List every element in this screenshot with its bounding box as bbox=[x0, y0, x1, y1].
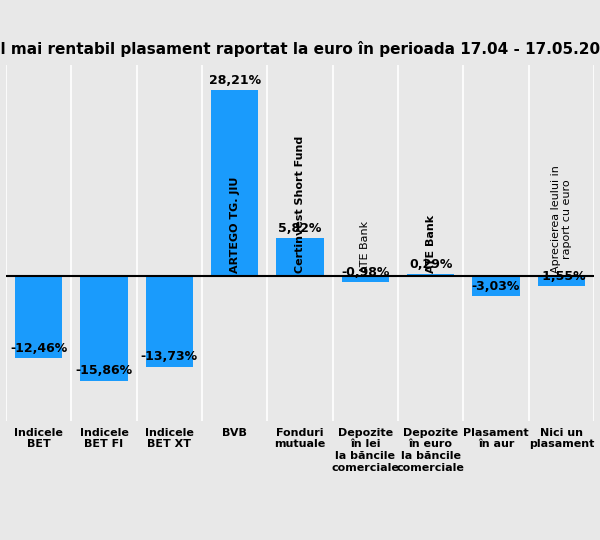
Text: -13,73%: -13,73% bbox=[141, 350, 198, 363]
Text: Depozite
în lei
la băncile
comerciale: Depozite în lei la băncile comerciale bbox=[331, 428, 399, 472]
Text: -3,03%: -3,03% bbox=[472, 280, 520, 293]
Text: ATE Bank: ATE Bank bbox=[361, 220, 370, 273]
Text: BVB: BVB bbox=[222, 428, 247, 438]
Text: 0,29%: 0,29% bbox=[409, 259, 452, 272]
Text: Plasament
în aur: Plasament în aur bbox=[463, 428, 529, 449]
Text: Aprecierea leului in
raport cu euro: Aprecierea leului in raport cu euro bbox=[551, 165, 572, 273]
Text: Indicele
BET FI: Indicele BET FI bbox=[80, 428, 128, 449]
Text: ARTEGO TG. JIU: ARTEGO TG. JIU bbox=[230, 177, 239, 273]
Bar bbox=[342, 276, 389, 282]
Bar bbox=[538, 276, 585, 286]
Text: -15,86%: -15,86% bbox=[76, 364, 133, 377]
Bar bbox=[277, 238, 323, 276]
Title: Cel mai rentabil plasament raportat la euro în perioada 17.04 - 17.05.2012: Cel mai rentabil plasament raportat la e… bbox=[0, 40, 600, 57]
Text: Indicele
BET XT: Indicele BET XT bbox=[145, 428, 194, 449]
Text: -1,55%: -1,55% bbox=[537, 270, 586, 283]
Text: Fonduri
mutuale: Fonduri mutuale bbox=[274, 428, 326, 449]
Text: Depozite
în euro
la băncile
comerciale: Depozite în euro la băncile comerciale bbox=[397, 428, 464, 472]
Text: ATE Bank: ATE Bank bbox=[425, 214, 436, 273]
Bar bbox=[80, 276, 128, 381]
Bar bbox=[146, 276, 193, 367]
Text: Indicele
BET: Indicele BET bbox=[14, 428, 63, 449]
Text: 28,21%: 28,21% bbox=[209, 74, 261, 87]
Text: -12,46%: -12,46% bbox=[10, 342, 67, 355]
Bar bbox=[407, 274, 454, 276]
Text: 5,82%: 5,82% bbox=[278, 222, 322, 235]
Bar bbox=[211, 90, 258, 276]
Bar bbox=[15, 276, 62, 358]
Text: Nici un
plasament: Nici un plasament bbox=[529, 428, 594, 449]
Text: Certinvest Short Fund: Certinvest Short Fund bbox=[295, 136, 305, 273]
Bar bbox=[472, 276, 520, 296]
Text: -0,98%: -0,98% bbox=[341, 266, 389, 279]
